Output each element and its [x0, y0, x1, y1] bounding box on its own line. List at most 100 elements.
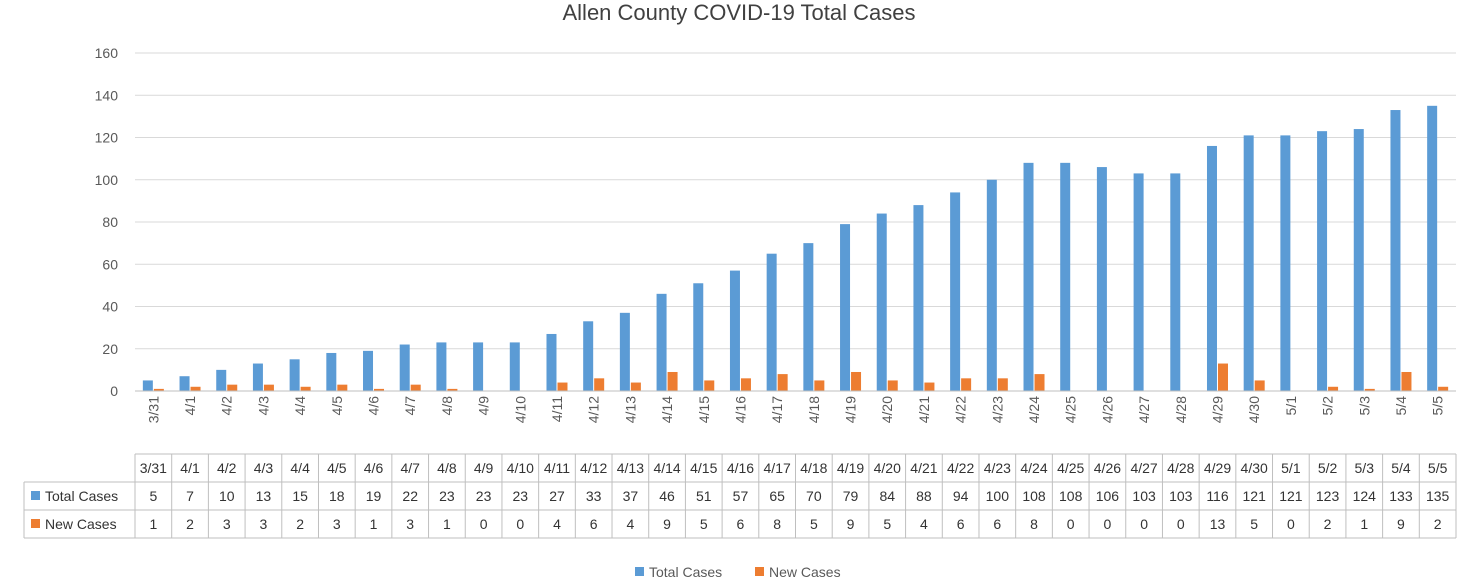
- table-value-cell: 4: [553, 516, 561, 532]
- table-header-cell: 4/4: [290, 460, 310, 476]
- legend-label: New Cases: [769, 564, 841, 580]
- table-value-cell: 3: [333, 516, 341, 532]
- x-tick-label: 4/26: [1099, 396, 1115, 423]
- x-tick-label: 4/6: [366, 396, 382, 416]
- bar-new-cases: [814, 380, 825, 391]
- x-tick-label: 4/14: [659, 396, 675, 423]
- table-value-cell: 0: [516, 516, 524, 532]
- table-header-cell: 4/3: [254, 460, 274, 476]
- table-value-cell: 23: [476, 488, 492, 504]
- table-value-cell: 1: [370, 516, 378, 532]
- bar-total-cases: [509, 342, 520, 391]
- legend-swatch: [635, 567, 644, 576]
- bar-new-cases: [997, 378, 1008, 391]
- table-value-cell: 88: [916, 488, 932, 504]
- x-tick-label: 4/12: [586, 396, 602, 423]
- table-value-cell: 2: [1434, 516, 1442, 532]
- bar-new-cases: [153, 388, 164, 391]
- table-value-cell: 3: [406, 516, 414, 532]
- table-value-cell: 0: [1104, 516, 1112, 532]
- bar-new-cases: [887, 380, 898, 391]
- bar-total-cases: [656, 293, 667, 391]
- bar-total-cases: [1206, 145, 1217, 391]
- bar-total-cases: [399, 344, 410, 391]
- table-value-cell: 51: [696, 488, 712, 504]
- bar-total-cases: [1353, 129, 1364, 392]
- table-value-cell: 106: [1096, 488, 1120, 504]
- bar-total-cases: [289, 359, 300, 391]
- table-value-cell: 5: [883, 516, 891, 532]
- table-value-cell: 70: [806, 488, 822, 504]
- table-value-cell: 9: [663, 516, 671, 532]
- table-value-cell: 5: [1250, 516, 1258, 532]
- x-tick-label: 4/16: [732, 396, 748, 423]
- bar-new-cases: [1364, 388, 1375, 391]
- bar-new-cases: [1217, 363, 1228, 391]
- bar-new-cases: [1438, 386, 1449, 391]
- bar-total-cases: [1243, 135, 1254, 391]
- table-header-cell: 5/3: [1355, 460, 1375, 476]
- table-value-cell: 103: [1169, 488, 1193, 504]
- table-value-cell: 6: [737, 516, 745, 532]
- table-value-cell: 13: [256, 488, 272, 504]
- bar-new-cases: [263, 384, 274, 391]
- bar-new-cases: [1254, 380, 1265, 391]
- table-value-cell: 135: [1426, 488, 1450, 504]
- table-header-cell: 4/20: [874, 460, 901, 476]
- legend-label: Total Cases: [649, 564, 722, 580]
- table-header-cell: 5/2: [1318, 460, 1338, 476]
- x-tick-label: 4/24: [1026, 396, 1042, 423]
- table-value-cell: 27: [549, 488, 565, 504]
- table-value-cell: 4: [626, 516, 634, 532]
- bar-new-cases: [740, 378, 751, 391]
- table-value-cell: 108: [1059, 488, 1083, 504]
- bar-total-cases: [913, 205, 924, 391]
- bar-total-cases: [546, 333, 557, 391]
- table-value-cell: 2: [296, 516, 304, 532]
- table-value-cell: 3: [260, 516, 268, 532]
- table-value-cell: 18: [329, 488, 345, 504]
- bar-new-cases: [851, 371, 862, 391]
- bar-total-cases: [619, 312, 630, 391]
- bar-total-cases: [1133, 173, 1144, 391]
- x-tick-label: 4/25: [1063, 396, 1079, 423]
- table-value-cell: 46: [659, 488, 675, 504]
- x-tick-label: 4/10: [512, 396, 528, 423]
- table-header-cell: 4/23: [984, 460, 1011, 476]
- bar-new-cases: [704, 380, 715, 391]
- legend-swatch: [755, 567, 764, 576]
- bar-new-cases: [1401, 371, 1412, 391]
- table-header-cell: 4/12: [580, 460, 607, 476]
- bar-new-cases: [1034, 374, 1045, 391]
- table-value-cell: 94: [953, 488, 969, 504]
- bar-total-cases: [1096, 167, 1107, 391]
- x-tick-label: 4/17: [769, 396, 785, 423]
- chart-title: Allen County COVID-19 Total Cases: [562, 0, 916, 25]
- table-value-cell: 23: [439, 488, 455, 504]
- table-value-cell: 0: [480, 516, 488, 532]
- bar-total-cases: [436, 342, 447, 391]
- table-value-cell: 9: [1397, 516, 1405, 532]
- table-value-cell: 13: [1210, 516, 1226, 532]
- bar-new-cases: [667, 371, 678, 391]
- table-header-cell: 4/22: [947, 460, 974, 476]
- bar-total-cases: [216, 369, 227, 391]
- table-value-cell: 65: [769, 488, 785, 504]
- table-header-cell: 4/2: [217, 460, 237, 476]
- y-tick-label: 140: [95, 87, 119, 103]
- table-value-cell: 0: [1067, 516, 1075, 532]
- table-header-cell: 4/9: [474, 460, 494, 476]
- bar-new-cases: [1328, 386, 1339, 391]
- table-header-cell: 4/5: [327, 460, 347, 476]
- bar-total-cases: [1390, 110, 1401, 391]
- bar-total-cases: [326, 352, 337, 391]
- table-value-cell: 5: [149, 488, 157, 504]
- table-value-cell: 4: [920, 516, 928, 532]
- table-header-cell: 4/27: [1130, 460, 1157, 476]
- y-tick-label: 80: [102, 214, 118, 230]
- table-legend-key: [31, 519, 40, 528]
- table-header-cell: 4/13: [617, 460, 644, 476]
- table-value-cell: 121: [1279, 488, 1303, 504]
- bar-new-cases: [924, 382, 935, 391]
- x-tick-label: 5/5: [1430, 396, 1446, 416]
